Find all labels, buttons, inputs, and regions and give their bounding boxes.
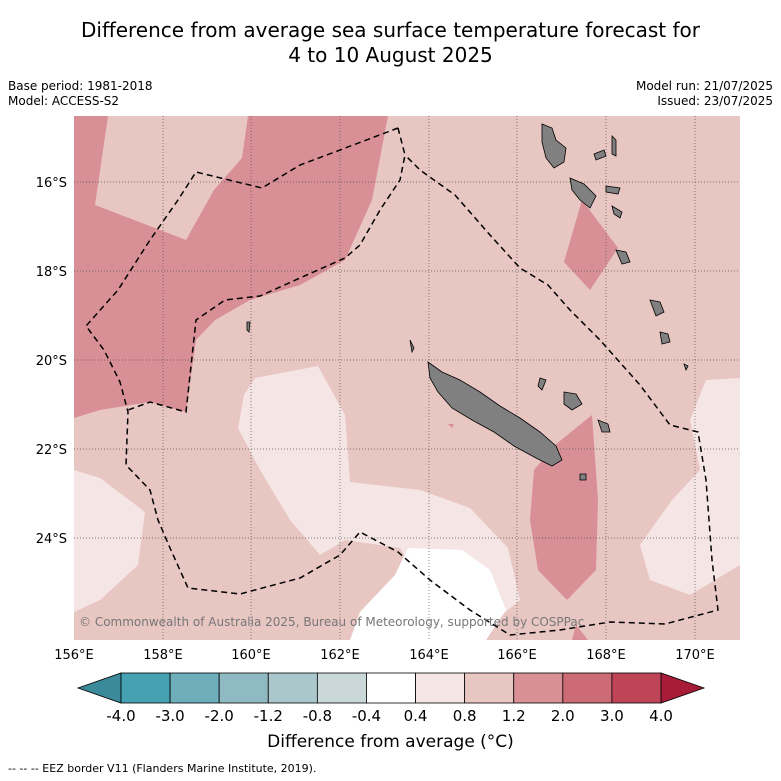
title-line-2: 4 to 10 August 2025 (288, 43, 493, 67)
copyright-text: © Commonwealth of Australia 2025, Bureau… (79, 615, 584, 629)
meta-right: Model run: 21/07/2025 Issued: 23/07/2025 (636, 79, 773, 109)
lat-label: 16°S (36, 176, 67, 191)
colorbar-segment (169, 672, 220, 704)
colorbar-over-triangle (660, 672, 706, 704)
colorbar-tick-label: 0.8 (453, 707, 477, 725)
island (537, 377, 547, 391)
lon-axis: 156°E 158°E 160°E 162°E 164°E 166°E 168°… (54, 648, 715, 663)
island (659, 331, 671, 345)
island (611, 135, 617, 157)
colorbar-tick-label: 1.2 (502, 707, 526, 725)
island (597, 419, 611, 433)
anomaly-region-sw (74, 470, 145, 612)
lon-label: 164°E (409, 648, 449, 663)
new-caledonia-land (427, 361, 563, 467)
lat-label: 22°S (36, 443, 67, 458)
colorbar-tick-label: -0.4 (352, 707, 381, 725)
colorbar-label: Difference from average (°C) (267, 732, 514, 752)
colorbar-tick-label: 2.0 (551, 707, 575, 725)
island (605, 185, 621, 195)
anomaly-region-se (640, 378, 740, 595)
meta-left: Base period: 1981-2018 Model: ACCESS-S2 (8, 79, 153, 109)
anomaly-patch-nw (95, 116, 248, 240)
lon-label: 166°E (497, 648, 537, 663)
lon-label: 158°E (143, 648, 183, 663)
colorbar-under-triangle (76, 672, 122, 704)
lon-label: 156°E (54, 648, 94, 663)
lon-label: 168°E (586, 648, 626, 663)
colorbar-tick-label: -1.2 (254, 707, 283, 725)
colorbar-segment (415, 672, 466, 704)
lon-label: 170°E (675, 648, 715, 663)
anomaly-region-ne (564, 200, 618, 290)
model-name: Model: ACCESS-S2 (8, 94, 120, 108)
anomaly-region-south (572, 625, 588, 640)
colorbar-segment (513, 672, 564, 704)
lat-label: 18°S (36, 265, 67, 280)
island (579, 473, 587, 481)
colorbar-segment (120, 672, 171, 704)
colorbar-segment (366, 672, 416, 704)
island (246, 321, 251, 333)
island (611, 205, 623, 219)
base-period: Base period: 1981-2018 (8, 79, 153, 93)
island (409, 339, 415, 354)
colorbar-segment (218, 672, 269, 704)
island (563, 391, 583, 411)
colorbar-segment (611, 672, 662, 704)
graticule (74, 116, 740, 640)
island (593, 149, 607, 161)
colorbar-segment (464, 672, 515, 704)
issued-date: Issued: 23/07/2025 (657, 94, 773, 108)
map-area: © Commonwealth of Australia 2025, Bureau… (74, 116, 740, 640)
lon-label: 160°E (231, 648, 271, 663)
map-title: Difference from average sea surface temp… (0, 18, 781, 68)
lat-label: 24°S (36, 532, 67, 547)
colorbar-tick-label: -4.0 (106, 707, 135, 725)
island (649, 299, 665, 317)
lat-axis: 16°S 18°S 20°S 22°S 24°S (36, 176, 67, 547)
eez-border (85, 127, 719, 636)
colorbar-tick-label: 4.0 (649, 707, 673, 725)
colorbar-segment (316, 672, 367, 704)
island (541, 123, 567, 169)
small-patch (448, 424, 454, 428)
colorbar: -4.0 -3.0 -2.0 -1.2 -0.8 -0.4 0.4 0.8 1.2 2.0 3.0 4… (76, 672, 706, 725)
colorbar-tick-label: 3.0 (600, 707, 624, 725)
colorbar-tick-label: -3.0 (155, 707, 184, 725)
lon-label: 162°E (320, 648, 360, 663)
title-line-1: Difference from average sea surface temp… (80, 18, 700, 42)
island (569, 177, 597, 209)
colorbar-segment (562, 672, 613, 704)
model-run: Model run: 21/07/2025 (635, 79, 773, 93)
lat-label: 20°S (36, 354, 67, 369)
island (615, 249, 631, 265)
colorbar-segment (267, 672, 318, 704)
colorbar-tick-label: 0.4 (404, 707, 428, 725)
island (683, 363, 689, 372)
colorbar-tick-label: -0.8 (303, 707, 332, 725)
anomaly-region-neutral (350, 548, 506, 640)
colorbar-tick-label: -2.0 (205, 707, 234, 725)
eez-footnote: -- -- -- EEZ border V11 (Flanders Marine… (8, 762, 317, 775)
